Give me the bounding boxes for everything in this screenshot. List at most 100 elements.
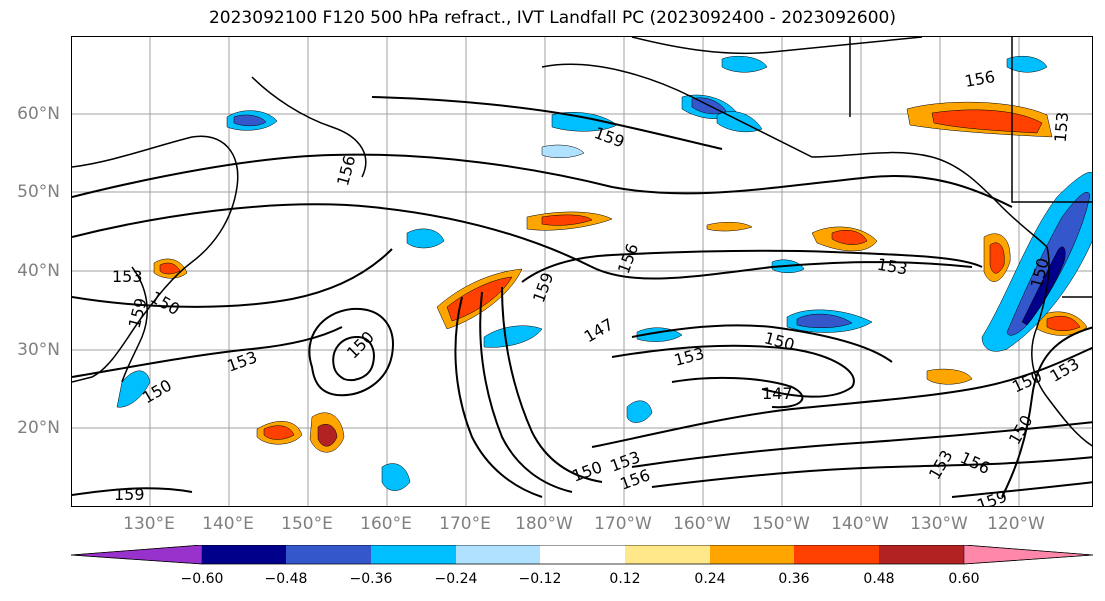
colorbar-tick: 0.12 — [609, 571, 641, 587]
pos-anomaly-tropics2-core — [317, 424, 338, 447]
colorbar-extend-low — [71, 545, 203, 565]
pos-anomaly-nepac-core — [831, 230, 868, 245]
contour-label: 153 — [672, 344, 706, 370]
contour-147-south — [671, 376, 804, 409]
colorbar-tick: 0.60 — [948, 571, 980, 587]
colorbar-tick: −0.48 — [264, 571, 308, 587]
contour-159-se — [951, 481, 1092, 498]
contour-label: 159 — [125, 296, 151, 330]
neg-anomaly-coast-core — [1021, 246, 1066, 326]
colorbar-bin — [286, 545, 371, 564]
lat-label-30n: 30°N — [17, 340, 60, 360]
contour-150-south — [591, 346, 1092, 448]
lat-label-40n: 40°N — [17, 261, 60, 281]
colorbar-extend-high — [963, 545, 1094, 565]
contour-label: 150 — [762, 328, 796, 354]
contour-label: 156 — [963, 67, 996, 91]
contour-156-north — [72, 153, 1013, 208]
lon-label-170e: 170°E — [439, 514, 491, 534]
pos-anomaly-small1 — [926, 368, 973, 385]
negative-anomalies — [116, 56, 1092, 491]
lon-label-160w: 160°W — [673, 514, 731, 534]
height-contours — [72, 96, 1092, 498]
pos-anomaly-alaska-core — [931, 109, 1043, 134]
neg-anomaly-kam-core — [233, 114, 267, 127]
colorbar — [71, 545, 1094, 565]
colorbar-tick: 0.48 — [863, 571, 895, 587]
contour-153-se — [631, 421, 1092, 468]
contour-159-sw — [72, 487, 193, 496]
neg-anomaly-sub1 — [406, 228, 445, 249]
neg-anomaly-alaska-n2 — [1006, 56, 1048, 73]
contour-150-low — [308, 307, 394, 397]
contour-label: 153 — [1051, 111, 1073, 143]
lat-label-60n: 60°N — [17, 104, 60, 124]
contour-label: 159 — [592, 123, 627, 151]
contour-label: 150 — [147, 287, 183, 319]
neg-anomaly-wpac — [116, 370, 151, 408]
colorbar-tick: −0.12 — [518, 571, 562, 587]
coast-japan — [121, 266, 148, 383]
shaded-anomalies — [153, 101, 1088, 453]
contour-label: 153 — [1047, 354, 1083, 386]
colorbar-tick: −0.36 — [349, 571, 393, 587]
contour-label: 156 — [333, 153, 359, 187]
neg-anomaly-central — [483, 325, 543, 348]
pos-anomaly-ca-core — [1046, 316, 1081, 331]
lat-label-20n: 20°N — [17, 418, 60, 438]
neg-anomaly-small3 — [381, 463, 411, 491]
pos-anomaly-aleutian-core — [541, 214, 593, 226]
lon-label-180w: 180°W — [515, 514, 573, 534]
contour-trough-a — [454, 296, 543, 498]
contour-153-south — [72, 326, 343, 378]
colorbar-bin — [540, 545, 625, 564]
contour-156-se — [651, 456, 1092, 488]
contour-label: 159 — [974, 487, 1009, 507]
contour-trough-c — [501, 286, 603, 483]
contour-label: 150 — [343, 327, 378, 362]
colorbar-bin — [371, 545, 456, 564]
contour-east-vert — [1001, 326, 1092, 498]
colorbar-bin — [456, 545, 540, 564]
pos-anomaly-central-core — [446, 276, 513, 322]
lon-label-140w: 140°W — [831, 514, 889, 534]
contour-label: 153 — [876, 255, 909, 279]
colorbar-bin — [794, 545, 879, 564]
figure-title: 2023092100 F120 500 hPa refract., IVT La… — [208, 8, 896, 28]
map-svg: 156 159 153 150 147 150 153 156 159 153 … — [72, 37, 1092, 507]
lon-label-140e: 140°E — [202, 514, 254, 534]
lon-label-170w: 170°W — [594, 514, 652, 534]
lon-label-130w: 130°W — [910, 514, 968, 534]
lat-label-50n: 50°N — [17, 182, 60, 202]
neg-anomaly-alaska-n — [721, 56, 768, 73]
lon-label-160e: 160°E — [360, 514, 412, 534]
colorbar-bin — [625, 545, 710, 564]
colorbar-bin — [202, 545, 286, 564]
coast-arctic — [631, 37, 923, 55]
coast-asia — [72, 135, 239, 383]
colorbar-outline — [71, 545, 1094, 565]
contour-label: 147 — [581, 315, 617, 347]
contour-label: 156 — [957, 448, 993, 478]
colorbar-tick: −0.24 — [434, 571, 478, 587]
coast-kamchatka — [251, 76, 367, 178]
colorbar-tick: 0.36 — [778, 571, 810, 587]
lon-label-150w: 150°W — [752, 514, 810, 534]
contour-label: 153 — [112, 267, 143, 286]
lon-label-120w: 120°W — [987, 514, 1045, 534]
map-panel: 156 159 153 150 147 150 153 156 159 153 … — [71, 36, 1093, 507]
border-canada-us — [849, 37, 1092, 203]
contour-159-north — [371, 96, 723, 150]
neg-anomaly-small2 — [626, 400, 653, 423]
pos-anomaly-japan-core — [159, 262, 181, 275]
contour-150-mid — [611, 344, 855, 398]
contour-label: 147 — [762, 384, 793, 403]
contour-label-group: 156 159 153 150 147 150 153 156 159 153 … — [112, 67, 1083, 507]
contour-147-mid — [631, 324, 893, 363]
contour-label: 159 — [114, 485, 145, 504]
colorbar-tick: −0.60 — [180, 571, 224, 587]
pos-anomaly-small2 — [706, 222, 753, 232]
colorbar-tick: 0.24 — [694, 571, 726, 587]
colorbar-bin — [710, 545, 794, 564]
pos-anomaly-coast-core — [989, 242, 1005, 274]
